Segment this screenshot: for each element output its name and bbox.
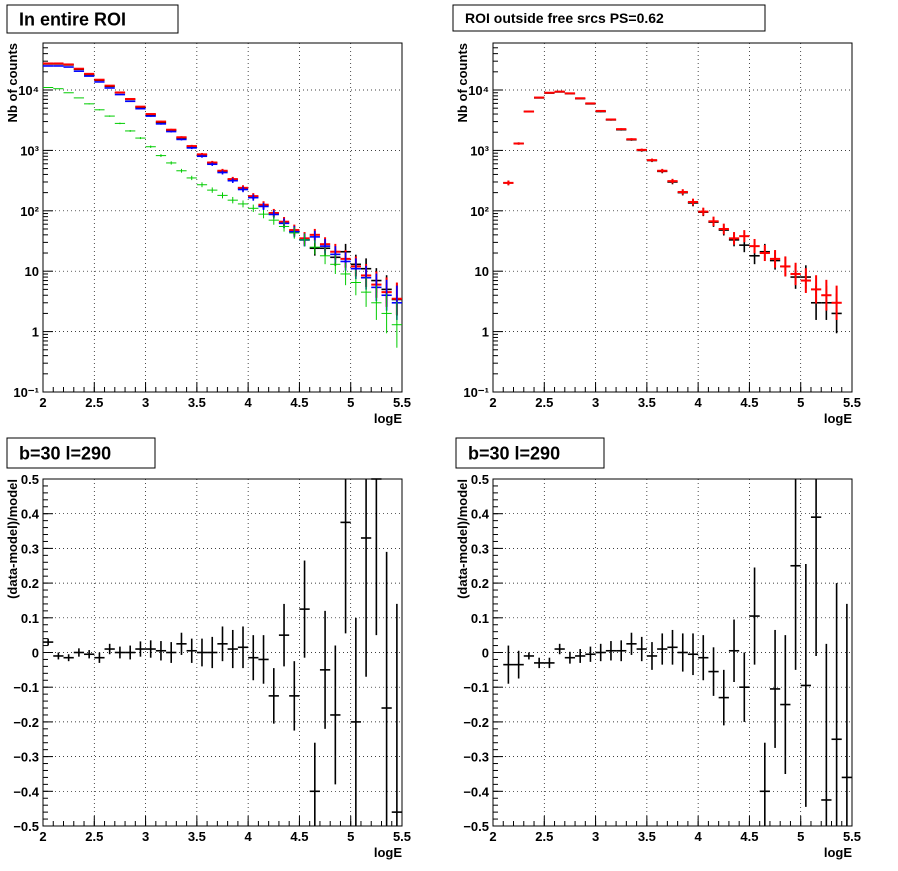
x-tick-label: 4 <box>245 829 253 844</box>
chart-title: b=30 l=290 <box>468 443 560 463</box>
chart-title-box <box>452 4 766 32</box>
y-tick-label: 0.2 <box>471 576 489 591</box>
y-tick-label: 10² <box>20 204 39 219</box>
x-tick-label: 3 <box>592 395 599 410</box>
y-tick-label: 10 <box>25 264 39 279</box>
y-tick-label: 0.2 <box>21 576 39 591</box>
x-tick-label: 3 <box>142 829 149 844</box>
series-2 <box>503 90 842 320</box>
series-4 <box>43 87 402 348</box>
chart-title: b=30 l=290 <box>19 443 111 463</box>
x-tick-label: 5 <box>347 829 354 844</box>
chart-1: 2 2.5 3 3.5 4 4.5 5 5.5 10⁻¹ 1 10 10² 10³ 10⁴ logE Nb o… <box>5 4 411 426</box>
y-tick-label: 0.3 <box>471 541 489 556</box>
x-tick-label: 5 <box>797 395 804 410</box>
x-axis-label: logE <box>374 411 402 426</box>
y-axis-label: (data-model)/model <box>455 479 470 599</box>
y-tick-label: −0.1 <box>13 680 39 695</box>
chart-title-box <box>455 437 605 469</box>
chart-3: 2 2.5 3 3.5 4 4.5 5 5.5 −0.5 −0.4 −0.3 −0.2 −0.1 0 0.1… <box>5 437 411 860</box>
y-tick-label: 0.3 <box>21 541 39 556</box>
y-tick-label: 0.5 <box>21 472 39 487</box>
y-tick-label: 10⁻¹ <box>13 385 39 400</box>
x-tick-label: 2 <box>39 395 46 410</box>
y-tick-label: 10³ <box>470 143 489 158</box>
y-tick-label: 0 <box>482 646 489 661</box>
y-tick-label: 0.4 <box>21 507 40 522</box>
chart-4: 2 2.5 3 3.5 4 4.5 5 5.5 −0.5 −0.4 −0.3 −0.2 −0.1 0 0.1… <box>455 437 861 860</box>
x-tick-label: 5.5 <box>843 395 861 410</box>
y-axis-label: Nb of counts <box>455 43 470 122</box>
y-tick-label: −0.4 <box>463 784 489 799</box>
y-axis-label: (data-model)/model <box>5 479 20 599</box>
y-tick-label: −0.2 <box>13 715 39 730</box>
chart-2: 2 2.5 3 3.5 4 4.5 5 5.5 10⁻¹ 1 10 10² 10³ 10⁴ logE Nb o… <box>452 4 861 426</box>
y-tick-label: −0.3 <box>463 750 489 765</box>
x-tick-label: 4.5 <box>740 829 758 844</box>
series-1 <box>43 478 402 826</box>
x-tick-label: 3.5 <box>638 829 656 844</box>
y-tick-label: 1 <box>482 325 489 340</box>
y-tick-label: 0.5 <box>471 472 489 487</box>
y-tick-label: 0.1 <box>471 611 489 626</box>
y-tick-label: −0.2 <box>463 715 489 730</box>
chart-title: ROI outside free srcs PS=0.62 <box>465 10 664 26</box>
y-tick-label: 10⁴ <box>468 83 489 98</box>
series-1 <box>503 479 852 826</box>
y-tick-label: 0.1 <box>21 611 39 626</box>
y-tick-label: 10³ <box>20 143 39 158</box>
x-tick-label: 2.5 <box>85 395 103 410</box>
x-axis-label: logE <box>824 845 852 860</box>
y-tick-label: −0.1 <box>463 680 489 695</box>
y-tick-label: 0 <box>32 646 39 661</box>
x-tick-label: 4.5 <box>290 395 308 410</box>
chart-title: In entire ROI <box>19 9 126 29</box>
y-tick-label: 10 <box>475 264 489 279</box>
x-tick-label: 4.5 <box>740 395 758 410</box>
x-tick-label: 2.5 <box>85 829 103 844</box>
x-tick-label: 3.5 <box>638 395 656 410</box>
y-axis-label: Nb of counts <box>5 43 20 122</box>
x-tick-label: 3.5 <box>188 395 206 410</box>
y-tick-label: −0.4 <box>13 784 39 799</box>
plot-frame <box>492 42 853 393</box>
x-tick-label: 5.5 <box>393 395 411 410</box>
y-tick-label: 1 <box>32 325 39 340</box>
x-tick-label: 3 <box>142 395 149 410</box>
y-tick-label: 0.4 <box>471 507 490 522</box>
x-axis-label: logE <box>374 845 402 860</box>
x-tick-label: 5.5 <box>393 829 411 844</box>
chart-title-box <box>6 4 179 34</box>
x-tick-label: 4.5 <box>290 829 308 844</box>
x-tick-label: 2 <box>489 395 496 410</box>
x-tick-label: 2 <box>489 829 496 844</box>
y-tick-label: −0.5 <box>13 819 39 834</box>
y-tick-label: 10⁴ <box>18 83 39 98</box>
plot-frame <box>42 42 403 393</box>
y-tick-label: −0.5 <box>463 819 489 834</box>
x-tick-label: 2 <box>39 829 46 844</box>
x-axis-label: logE <box>824 411 852 426</box>
x-tick-label: 5 <box>797 829 804 844</box>
x-tick-label: 4 <box>245 395 253 410</box>
x-tick-label: 2.5 <box>535 395 553 410</box>
y-tick-label: 10⁻¹ <box>463 385 489 400</box>
chart-title-box <box>6 437 156 469</box>
x-tick-label: 3 <box>592 829 599 844</box>
x-tick-label: 3.5 <box>188 829 206 844</box>
y-tick-label: 10² <box>470 204 489 219</box>
x-tick-label: 4 <box>695 395 703 410</box>
y-tick-label: −0.3 <box>13 750 39 765</box>
x-tick-label: 4 <box>695 829 703 844</box>
x-tick-label: 5 <box>347 395 354 410</box>
x-tick-label: 2.5 <box>535 829 553 844</box>
x-tick-label: 5.5 <box>843 829 861 844</box>
